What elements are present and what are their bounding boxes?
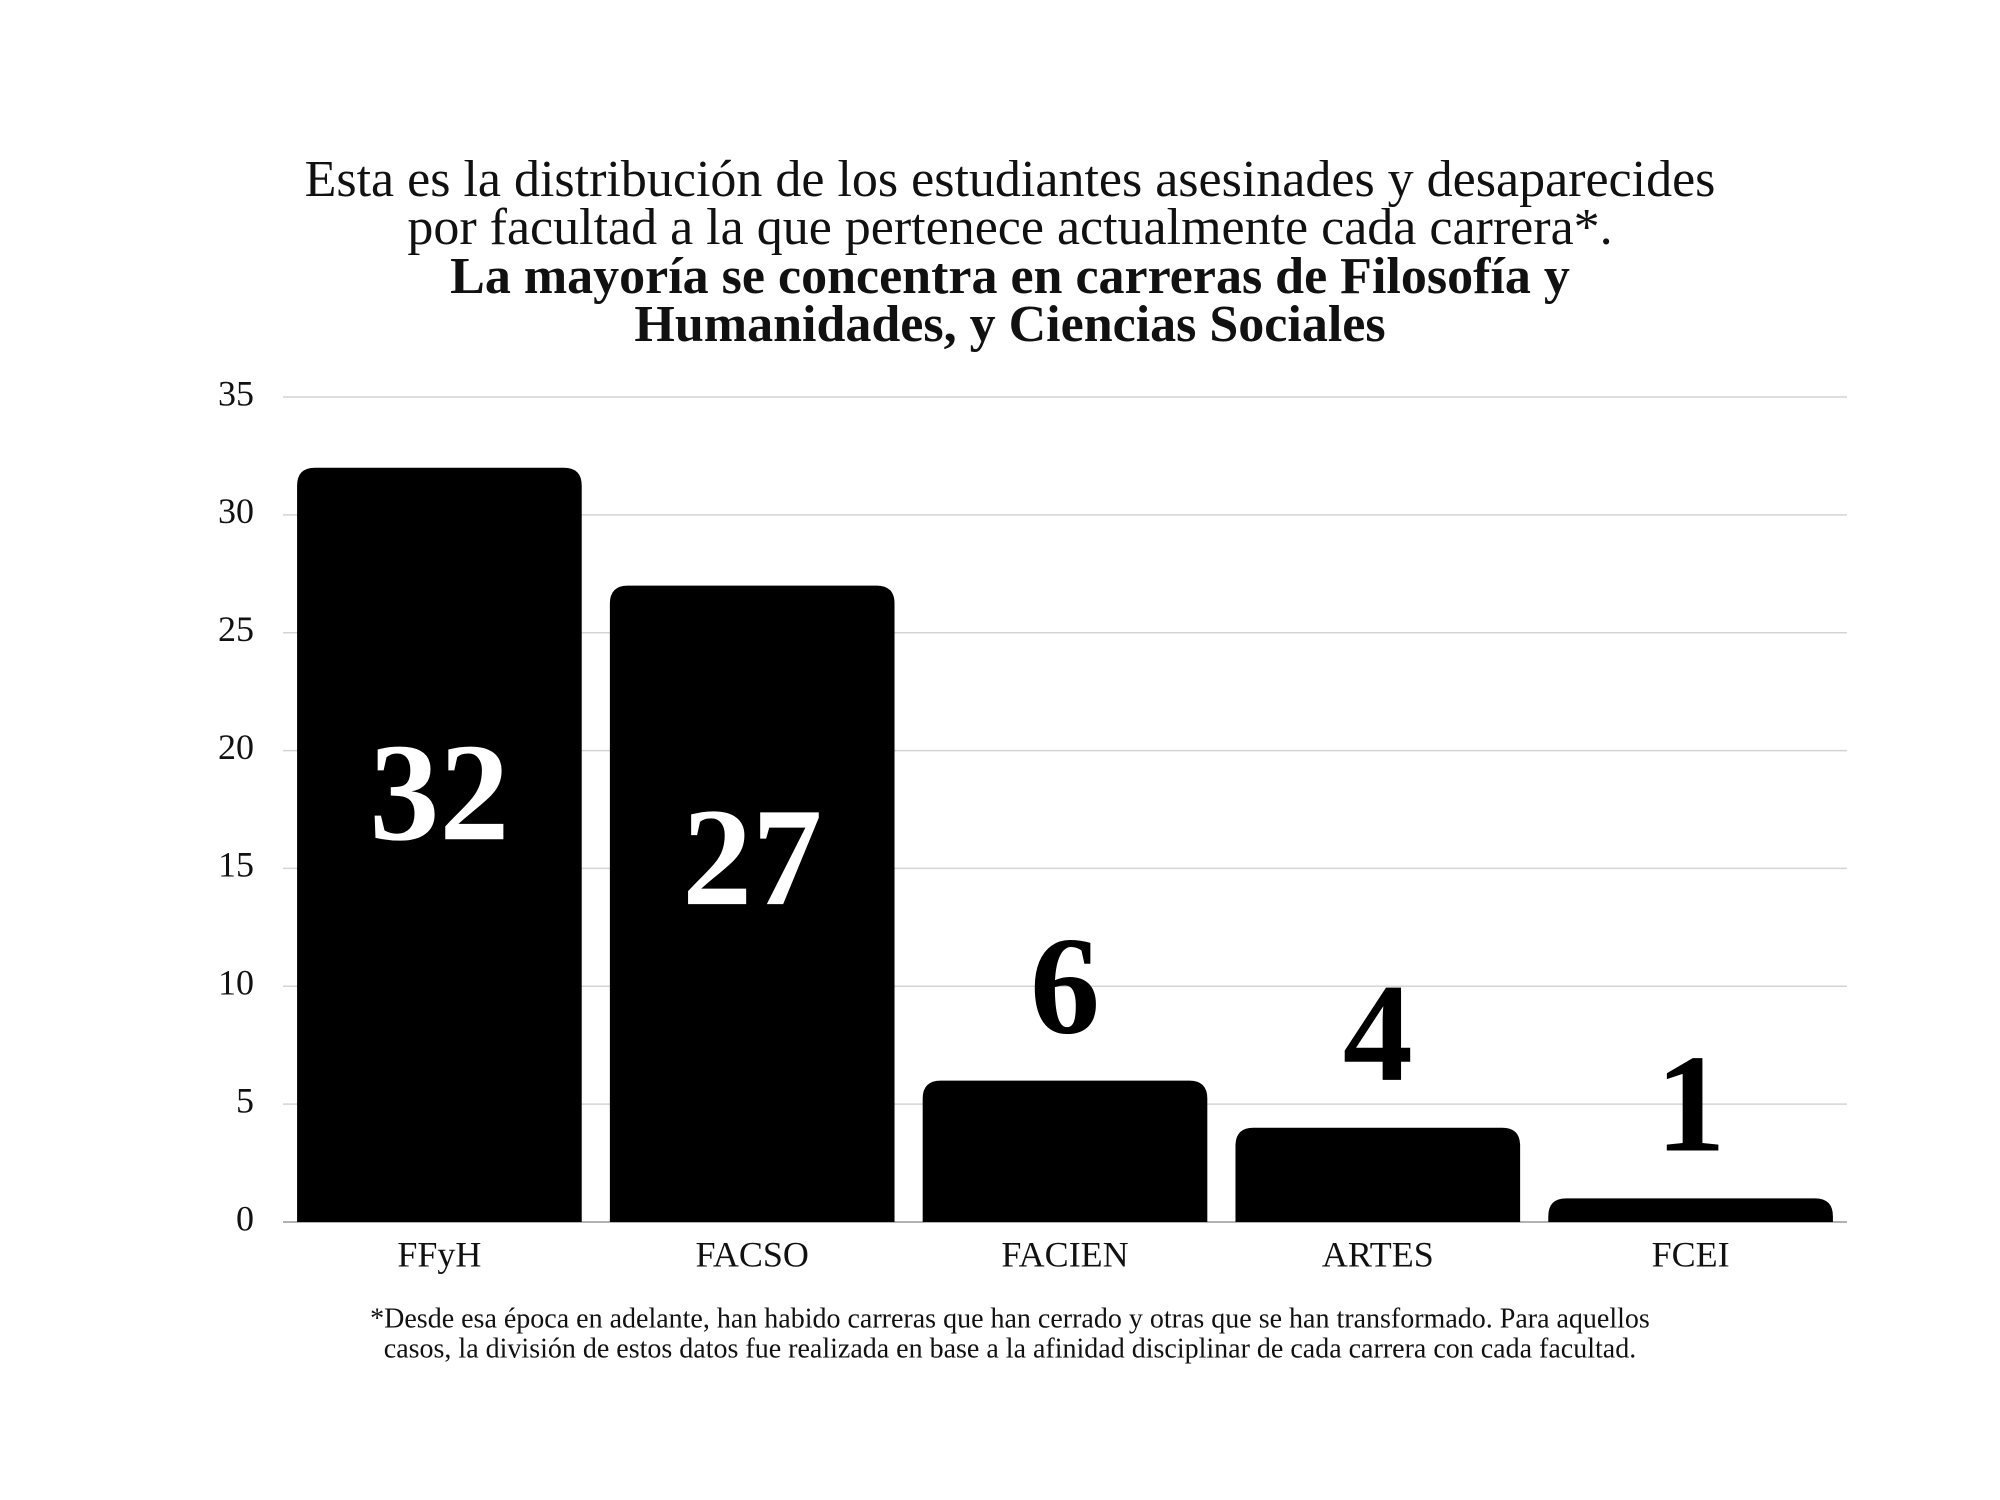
bar (609, 585, 895, 1222)
data-label: 1 (1656, 1027, 1726, 1182)
data-label: 4 (1343, 956, 1413, 1111)
footnote-line: casos, la división de estos datos fue re… (384, 1333, 1636, 1364)
y-tick-label: 0 (236, 1198, 254, 1238)
y-tick-label: 25 (218, 609, 254, 649)
footnote: *Desde esa época en adelante, han habido… (370, 1303, 1650, 1364)
title: Esta es la distribución de los estudiant… (305, 151, 1716, 256)
y-tick-label: 35 (218, 373, 254, 413)
data-label: 6 (1030, 909, 1100, 1064)
y-tick-label: 10 (218, 963, 254, 1003)
y-tick-label: 30 (218, 491, 254, 531)
x-tick-label: FCEI (1652, 1234, 1730, 1274)
bar (1235, 1127, 1521, 1222)
x-tick-label: ARTES (1322, 1234, 1434, 1274)
x-tick-label: FACIEN (1001, 1234, 1128, 1274)
title-line: Esta es la distribución de los estudiant… (305, 151, 1716, 208)
bar (922, 1080, 1208, 1222)
footnote-line: *Desde esa época en adelante, han habido… (370, 1303, 1650, 1334)
x-tick-label: FFyH (397, 1234, 481, 1274)
y-tick-label: 5 (236, 1080, 254, 1120)
x-tick-label: FACSO (696, 1234, 809, 1274)
data-label: 27 (682, 780, 822, 935)
title-line: por facultad a la que pertenece actualme… (407, 199, 1612, 256)
subtitle: La mayoría se concentra en carreras de F… (450, 248, 1570, 353)
y-tick-label: 15 (218, 845, 254, 885)
bar (1548, 1198, 1833, 1222)
bar (297, 467, 582, 1222)
y-tick-label: 20 (218, 727, 254, 767)
subtitle-line: Humanidades, y Ciencias Sociales (634, 296, 1385, 353)
subtitle-line: La mayoría se concentra en carreras de F… (450, 248, 1570, 305)
data-label: 32 (369, 715, 509, 870)
